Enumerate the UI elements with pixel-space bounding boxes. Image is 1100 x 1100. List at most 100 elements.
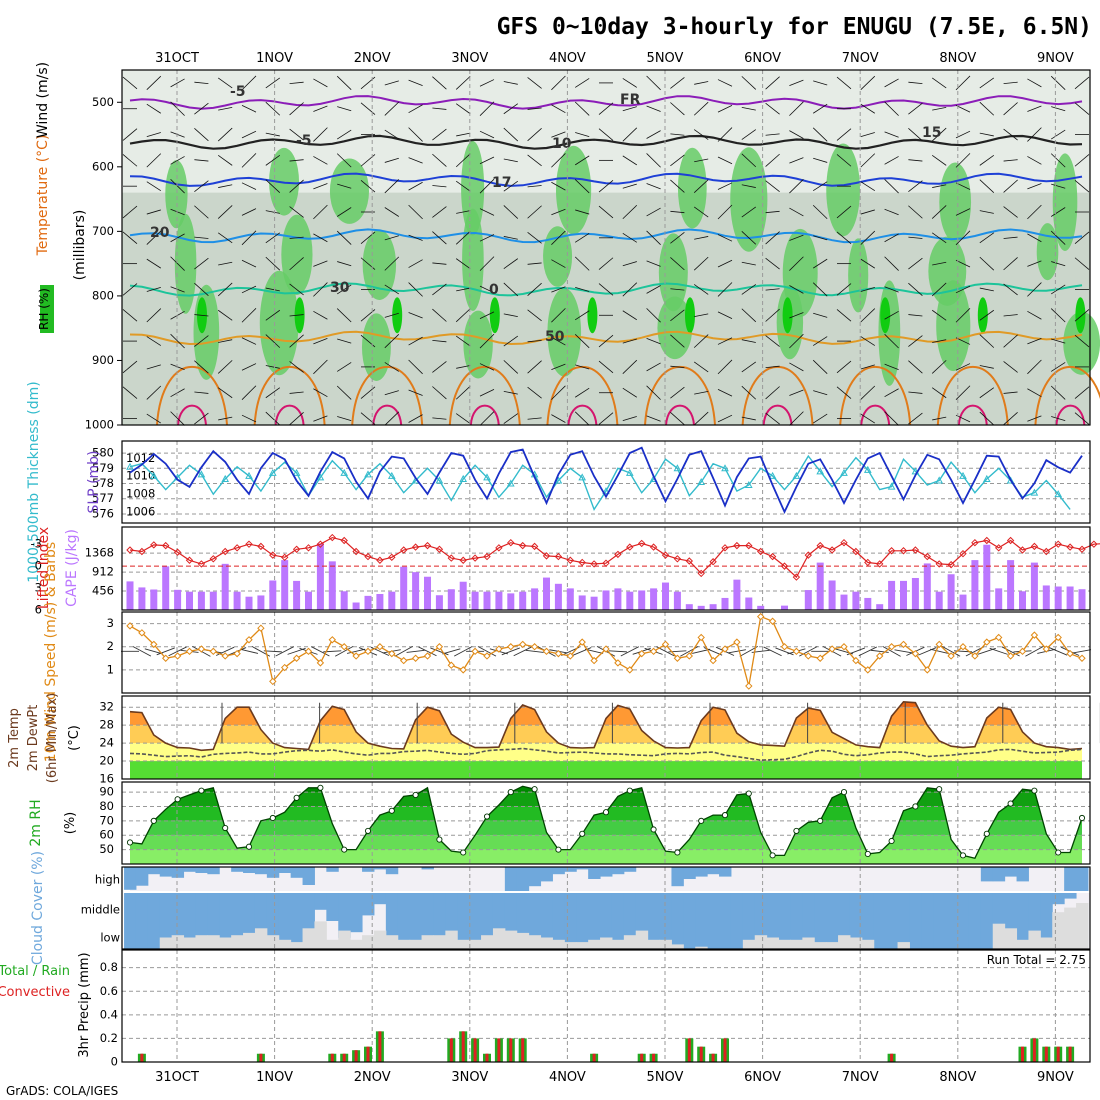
li-marker <box>911 546 920 554</box>
wind-barb <box>765 231 780 245</box>
rh-marker <box>317 784 324 791</box>
cape-bar <box>209 591 217 610</box>
cape-bar <box>673 591 681 610</box>
pressure-tick-label: 800 <box>92 288 114 302</box>
very-moist-region <box>1075 297 1086 334</box>
wind-speed-tick-label: 3 <box>107 616 114 630</box>
convective-precip-bar <box>1068 1046 1072 1062</box>
li-marker <box>399 546 408 554</box>
cape-bar <box>471 591 479 610</box>
thickness-marker <box>602 487 610 495</box>
wind-barb <box>908 81 923 85</box>
wind-barb <box>313 415 328 422</box>
cape-bar <box>602 590 610 610</box>
wind-barb <box>955 130 971 139</box>
wind-barb <box>432 361 447 373</box>
wind-barb <box>455 385 471 400</box>
li-marker <box>376 556 384 564</box>
wind-barb <box>503 258 519 269</box>
thickness-marker <box>483 473 491 481</box>
wind-barb <box>217 205 233 219</box>
surface-wind-barb <box>1072 649 1092 654</box>
wind-barb <box>693 284 709 295</box>
surface-wind-barb <box>989 647 1008 655</box>
wind-speed-marker <box>602 645 610 653</box>
cape-bar <box>364 595 372 610</box>
wind-barb <box>765 76 780 90</box>
wind-barb <box>289 314 304 317</box>
thickness-marker <box>625 468 634 476</box>
wind-barb <box>265 287 280 292</box>
wind-barb <box>384 235 399 241</box>
li-marker <box>959 549 967 558</box>
wind-barb <box>146 75 162 90</box>
high-cloud-bar <box>588 867 601 879</box>
cape-bar <box>852 591 860 610</box>
wind-speed-marker <box>161 654 170 662</box>
moist-region <box>281 214 313 295</box>
wind-barb <box>741 416 756 421</box>
wind-speed-marker <box>709 656 717 665</box>
middle-cloud-bar <box>754 893 768 949</box>
thickness-marker <box>292 468 301 476</box>
wind-speed-marker <box>364 647 372 656</box>
surface-wind-barb <box>894 649 913 654</box>
high-cloud-bar <box>385 867 399 875</box>
wind-barb <box>979 101 995 116</box>
lifted-index-axis-label: Lifted Index <box>36 527 52 609</box>
wind-barb <box>1027 105 1042 112</box>
surface-wind-barb <box>513 646 532 657</box>
wind-barb <box>503 205 519 219</box>
low-cloud-bar <box>243 932 256 949</box>
wind-barb <box>455 180 471 192</box>
slp-tick-label: 1008 <box>126 487 155 501</box>
middle-cloud-bar <box>588 893 601 949</box>
middle-cloud-bar <box>873 893 887 949</box>
li-marker <box>923 552 932 561</box>
wind-barb <box>932 106 947 111</box>
wind-barb <box>812 204 828 220</box>
wind-barb <box>336 230 352 245</box>
rh-marker <box>959 852 967 859</box>
moist-region <box>730 147 768 252</box>
wind-speed-marker <box>376 643 384 651</box>
wind-barb <box>717 337 733 345</box>
temperature-axis-label: Temperature (°C) <box>35 135 51 257</box>
cape-bar <box>888 580 896 610</box>
wind-barb <box>646 260 661 267</box>
wind-barb <box>479 311 495 319</box>
thickness-marker <box>768 471 777 479</box>
rh-marker <box>674 849 681 856</box>
cape-bar <box>935 591 943 610</box>
wind-barb <box>1074 386 1090 399</box>
surface-wind-barb <box>453 646 473 657</box>
wind-barb <box>527 309 542 322</box>
wind-barb <box>384 179 400 194</box>
wind-barb <box>908 205 923 219</box>
wind-barb <box>836 386 852 399</box>
wind-barb <box>122 360 138 374</box>
middle-cloud-bar <box>980 893 994 949</box>
top-date-axis: 31OCT 1NOV 2NOV 3NOV 4NOV 5NOV 6NOV 7NOV 8NOV 9NO… <box>155 51 1074 66</box>
low-cloud-bar <box>397 939 411 949</box>
wind-barb <box>717 414 733 423</box>
surface-wind-barb <box>275 646 294 657</box>
wind-barb <box>146 230 162 245</box>
wind-barb <box>955 363 971 371</box>
wind-barb <box>313 233 328 243</box>
wind-barb <box>860 336 876 346</box>
wind-barb <box>455 308 471 323</box>
top-date-label: 2NOV <box>354 51 391 66</box>
thickness-marker <box>721 464 729 472</box>
moist-region <box>463 310 493 379</box>
wind-barb <box>646 75 661 91</box>
low-cloud-bar <box>278 939 292 949</box>
low-cloud-bar <box>219 937 232 949</box>
wind-barb <box>122 283 138 296</box>
wind-speed-marker <box>138 629 146 637</box>
very-moist-region <box>685 297 695 334</box>
rh-marker <box>888 837 895 845</box>
wind-barb <box>313 204 328 220</box>
li-marker <box>1090 540 1098 548</box>
